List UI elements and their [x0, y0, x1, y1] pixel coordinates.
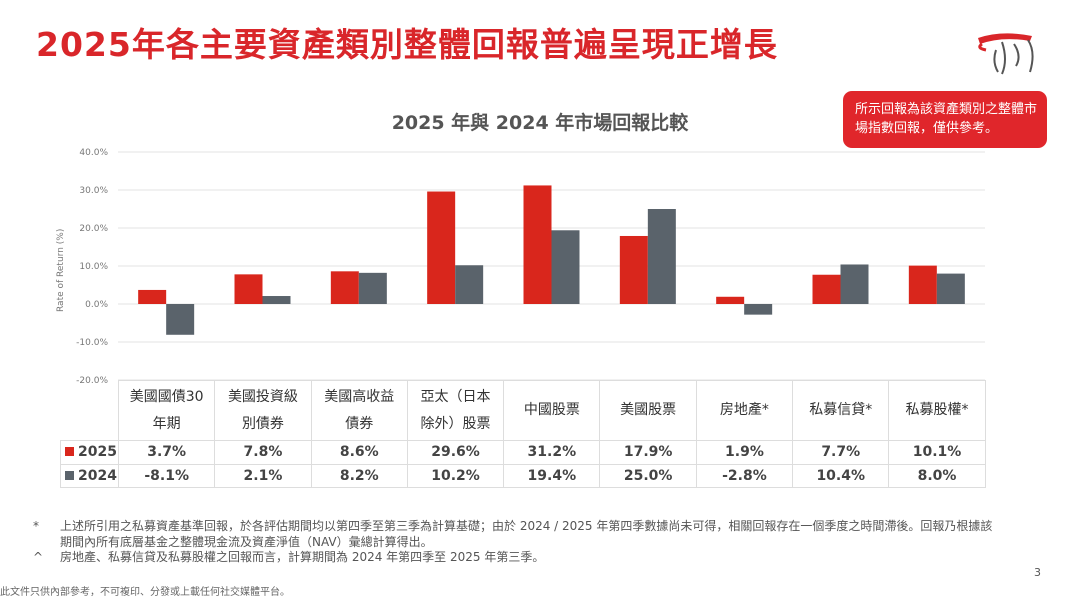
y-tick-label: 40.0% [79, 148, 108, 158]
chart-title: 2025 年與 2024 年市場回報比較 [391, 112, 689, 134]
legend-label: 2024 [78, 467, 117, 484]
data-label: -8.1% [117, 463, 216, 488]
data-label: 8.6% [310, 440, 408, 465]
category-label: 美國投資級別債券 [214, 380, 312, 441]
data-label: 3.7% [117, 440, 216, 465]
data-label: 7.8% [214, 440, 312, 465]
bar-2025 [138, 289, 167, 304]
bar-2024 [840, 264, 869, 304]
bar-chart: -20.0%-10.0%0.0%10.0%20.0%30.0%40.0% [76, 148, 985, 386]
bar-2024 [744, 304, 773, 315]
data-label: 10.2% [406, 463, 505, 488]
data-label: 2.1% [214, 463, 312, 488]
category-label: 私募股權* [888, 380, 986, 441]
data-label: 1.9% [695, 440, 794, 465]
bar-2024 [647, 209, 676, 304]
category-label: 亞太（日本除外）股票 [406, 380, 505, 441]
y-tick-label: 10.0% [79, 262, 108, 272]
page-title: 2025年各主要資產類別整體回報普遍呈現正增長 [36, 25, 778, 64]
y-tick-label: -10.0% [76, 338, 108, 348]
data-label: 8.2% [310, 463, 408, 488]
y-tick-label: 20.0% [79, 224, 108, 234]
data-label: 25.0% [599, 463, 697, 488]
category-label: 美國高收益債券 [310, 380, 408, 441]
bar-2024 [358, 272, 387, 304]
data-label: 29.6% [406, 440, 505, 465]
category-label: 房地產* [695, 380, 794, 441]
data-label: 19.4% [503, 463, 601, 488]
bar-2024 [262, 296, 291, 304]
data-label: 7.7% [792, 440, 890, 465]
table-corner [60, 380, 119, 441]
bar-2025 [330, 271, 359, 304]
footnote-text: 上述所引用之私募資產基準回報，於各評估期間均以第四季至第三季為計算基礎；由於 2… [60, 519, 993, 549]
bar-2025 [812, 274, 841, 304]
data-label: 31.2% [503, 440, 601, 465]
bar-2025 [908, 265, 937, 304]
bar-2024 [166, 304, 195, 335]
data-label: 8.0% [888, 463, 986, 488]
bar-2025 [234, 274, 263, 304]
category-label: 中國股票 [503, 380, 601, 441]
legend-2024: 2024 [60, 463, 119, 488]
footnote-text: 房地產、私募信貸及私募股權之回報而言，計算期間為 2024 年第四季至 2025… [60, 550, 545, 564]
data-label: 10.1% [888, 440, 986, 465]
bar-2025 [523, 185, 552, 304]
footnote-mark: * [33, 519, 39, 533]
data-label: 10.4% [792, 463, 890, 488]
page-number: 3 [1034, 566, 1041, 579]
category-label: 美國股票 [599, 380, 697, 441]
disclaimer-note: 所示回報為該資產類別之整體市場指數回報，僅供參考。 [843, 91, 1047, 148]
bar-2024 [551, 230, 580, 304]
y-tick-label: 0.0% [85, 300, 108, 310]
data-table: 美國國債30年期 美國投資級別債券 美國高收益債券 亞太（日本除外）股票 中國股票 美國股… [60, 380, 986, 488]
data-label: 17.9% [599, 440, 697, 465]
legend-swatch [65, 470, 74, 480]
y-tick-label: 30.0% [79, 186, 108, 196]
bar-2025 [427, 191, 456, 304]
bar-2025 [619, 235, 648, 304]
legend-2025: 2025 [60, 440, 119, 465]
bar-2024 [936, 273, 965, 304]
bar-2024 [455, 265, 484, 304]
confidential-notice: 此文件只供內部參考，不可複印、分發或上載任何社交媒體平台。 [0, 587, 290, 598]
legend-swatch [65, 447, 74, 457]
category-label: 私募信貸* [792, 380, 890, 441]
footnote-mark: ^ [33, 550, 44, 564]
legend-label: 2025 [78, 444, 117, 461]
bar-2025 [716, 296, 745, 304]
footnotes: * 上述所引用之私募資產基準回報，於各評估期間均以第四季至第三季為計算基礎；由於 … [33, 519, 993, 566]
category-label: 美國國債30年期 [117, 380, 216, 441]
logo-icon [978, 33, 1034, 75]
data-label: -2.8% [695, 463, 794, 488]
